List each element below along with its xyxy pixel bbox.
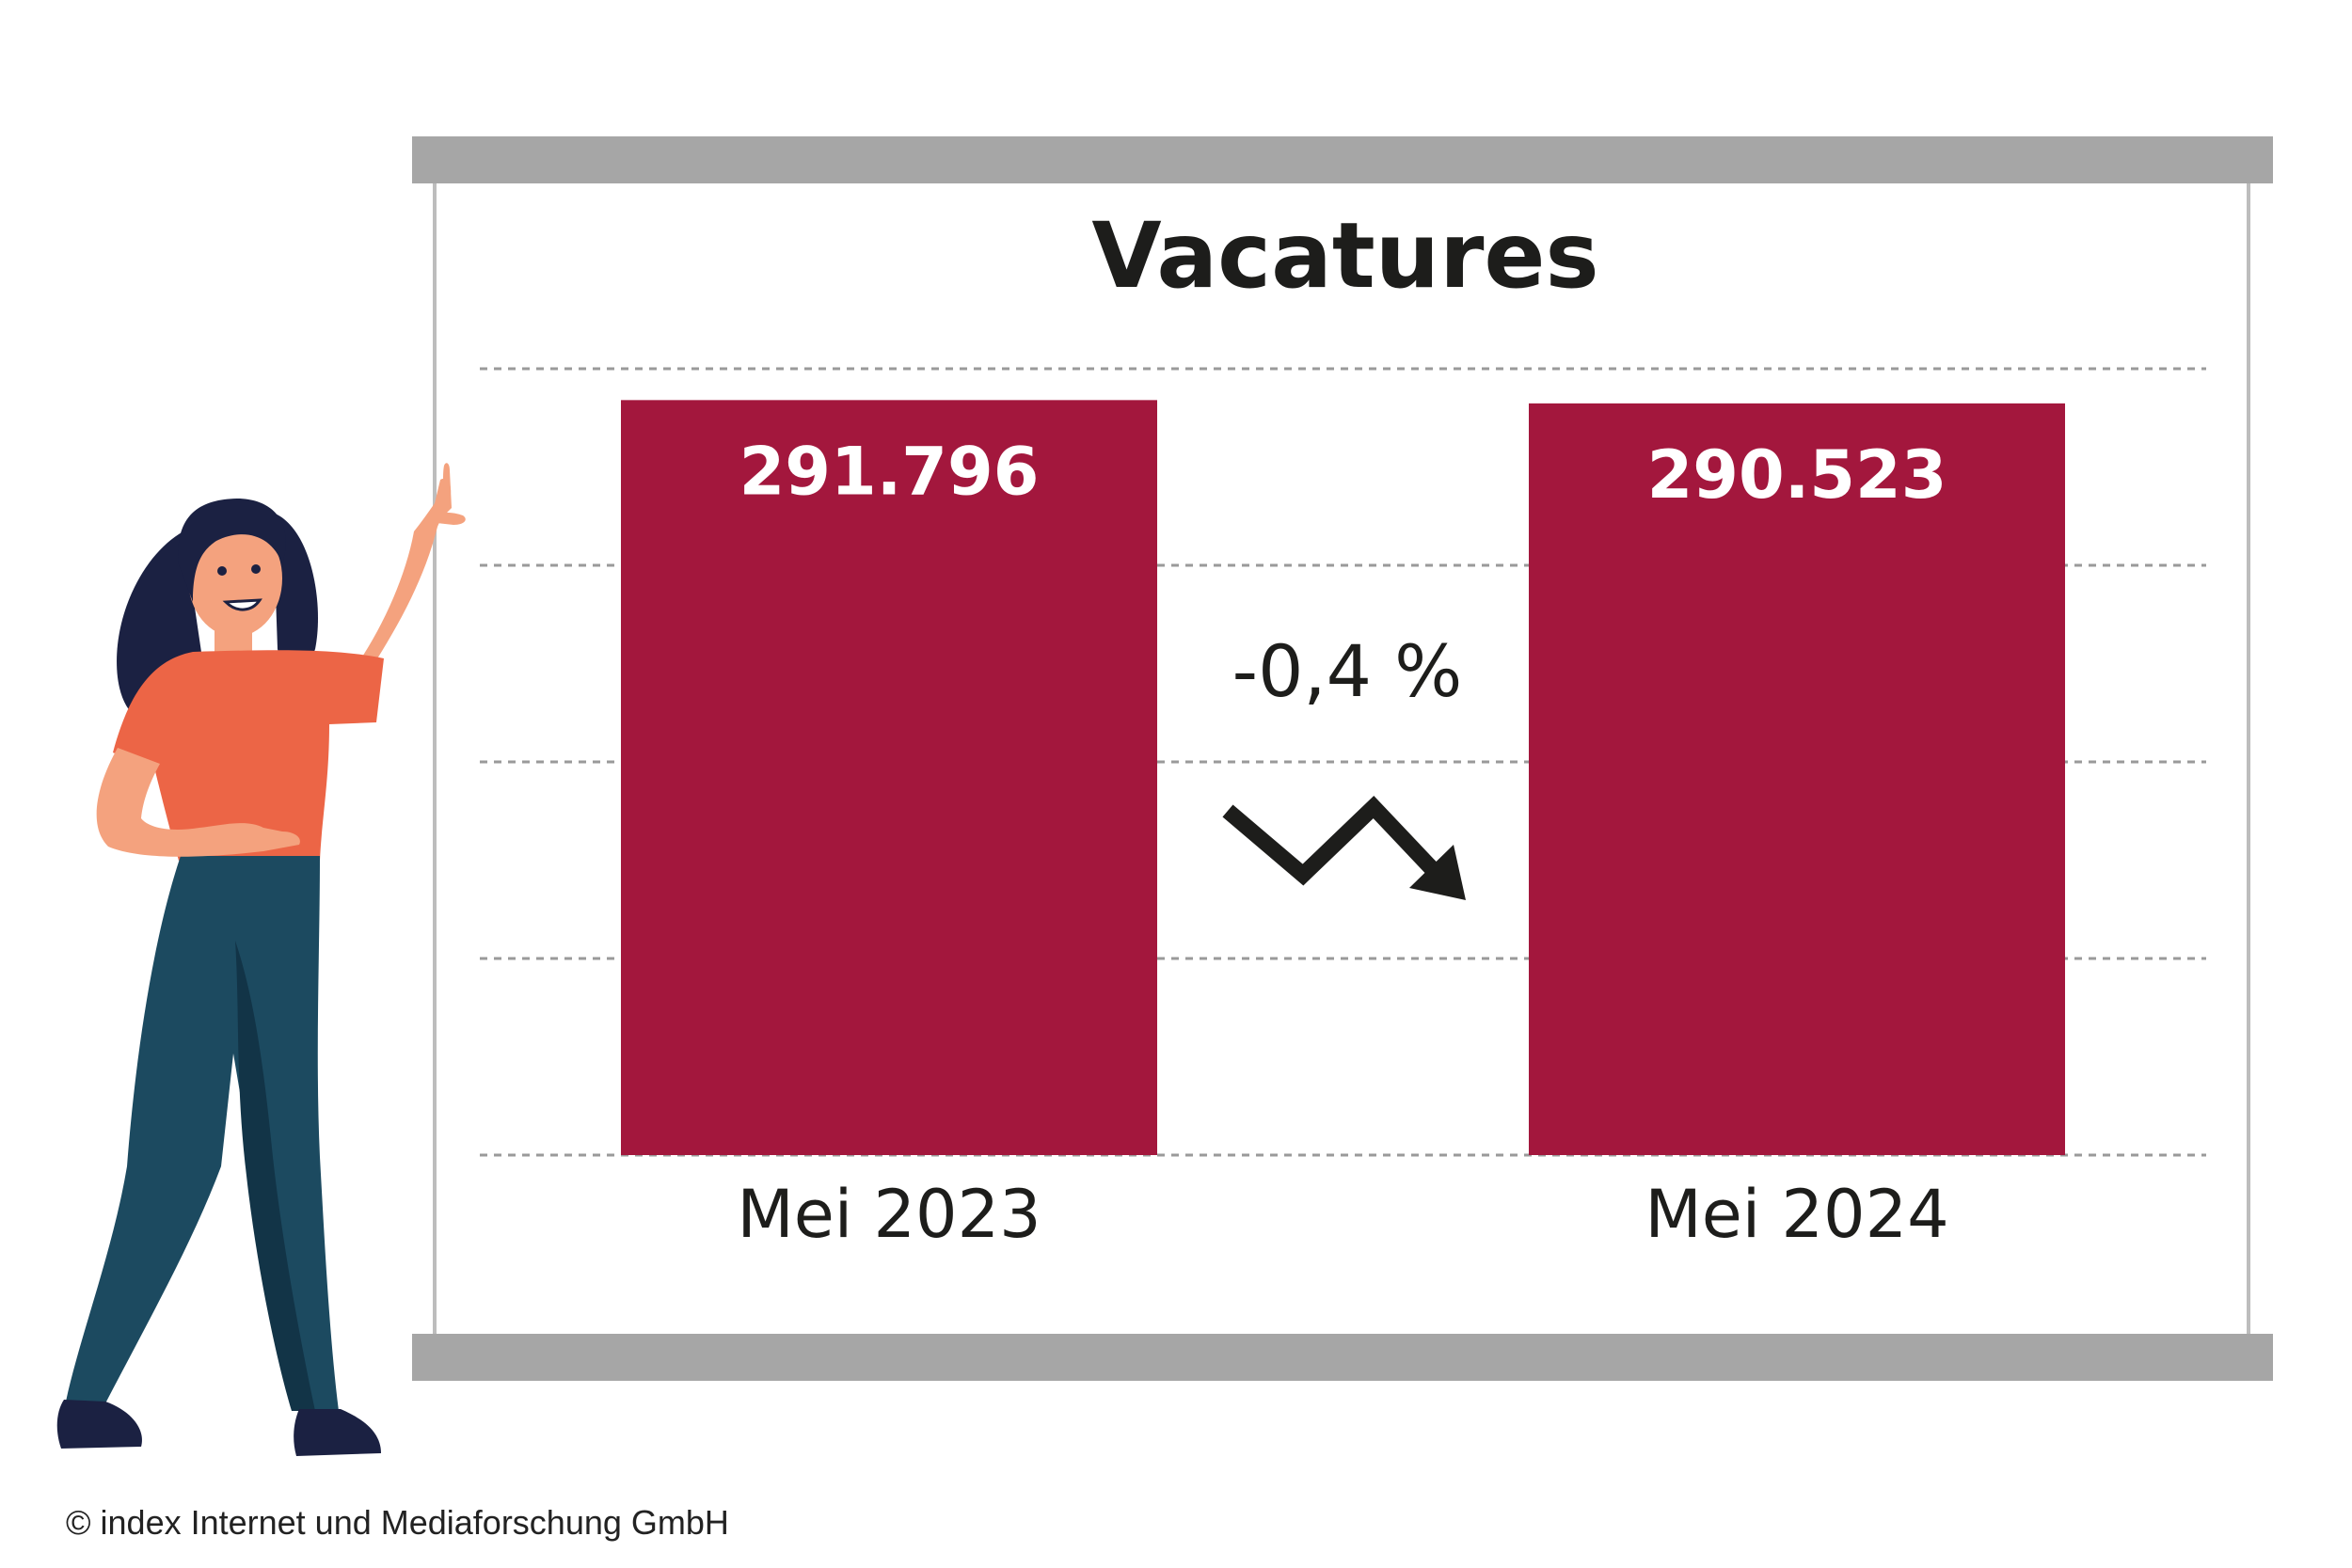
bar-value-label: 291.796 (739, 433, 1040, 510)
eye (251, 564, 261, 574)
bar-1 (621, 400, 1157, 1156)
category-label: Mei 2023 (737, 1176, 1041, 1253)
face (188, 520, 282, 637)
shoe (56, 1400, 142, 1449)
copyright-notice: © index Internet und Mediaforschung GmbH (66, 1503, 729, 1542)
board-top-rail (412, 136, 2273, 183)
bars: 291.796 Mei 2023 290.523 Mei 2024 (621, 400, 2065, 1253)
chart-title: Vacatures (1091, 203, 1598, 309)
bar-value-label: 290.523 (1647, 436, 1947, 514)
hair-front (178, 499, 286, 602)
raised-arm (348, 478, 452, 677)
smile (222, 598, 262, 611)
bar-2 (1529, 403, 2065, 1155)
eye (217, 566, 227, 576)
change-label: -0,4 % (1232, 629, 1463, 713)
shirt (113, 650, 384, 861)
board-bottom-rail (412, 1334, 2273, 1381)
trend-down-arrow-icon (1222, 795, 1466, 900)
woman-pointing-illustration (56, 463, 466, 1456)
category-label: Mei 2024 (1645, 1176, 1948, 1253)
shoe (294, 1409, 381, 1456)
lower-arm (96, 748, 300, 857)
board-frame (412, 136, 2273, 1381)
pants-shadow (235, 941, 315, 1411)
